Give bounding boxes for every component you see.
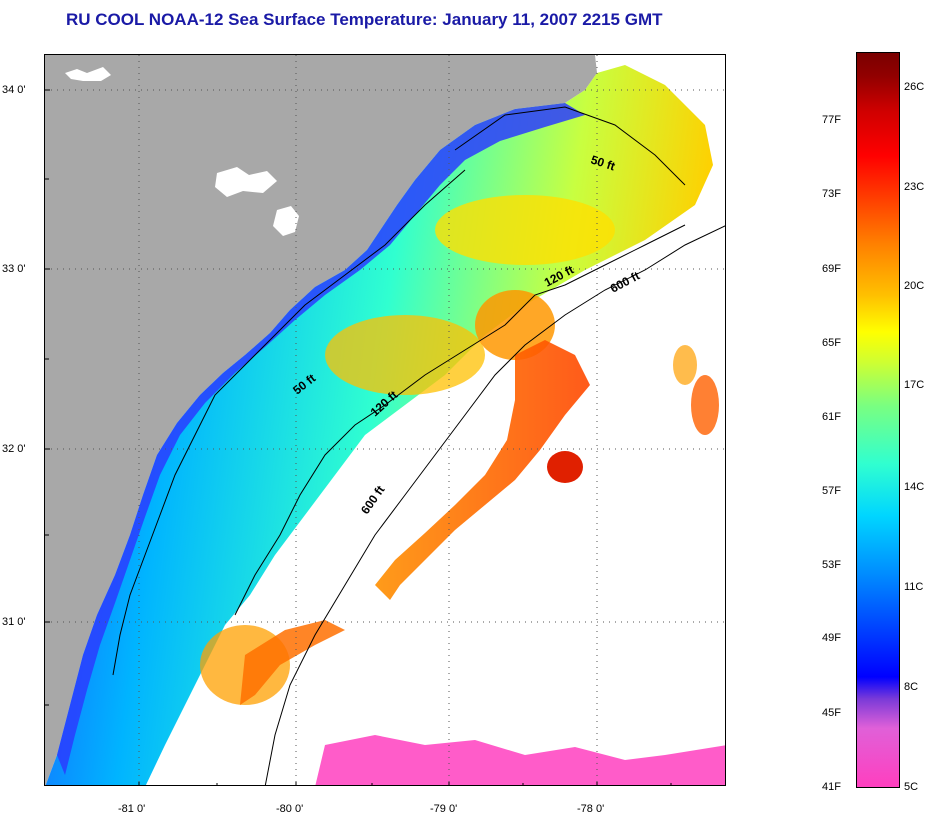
land-cloud (273, 206, 299, 236)
colorbar-c-label: 8C (904, 681, 919, 693)
warm-shelf-patch (475, 290, 555, 360)
isobaths (112, 106, 725, 785)
lat-label-34: 34 0' (2, 84, 26, 96)
isobath-600ft (264, 225, 725, 785)
colorbar-c-label: 14C (904, 481, 925, 493)
colorbar-c-label: 17C (904, 379, 925, 391)
map-title: RU COOL NOAA-12 Sea Surface Temperature:… (66, 10, 663, 29)
sst-map: 50 ft 120 ft 600 ft 50 ft 120 ft 600 ft (44, 54, 726, 786)
colorbar-c-label: 23C (904, 181, 925, 193)
lon-label-80: -80 0' (276, 803, 304, 815)
colorbar-f-label: 77F (822, 114, 841, 126)
colorbar-c-label: 20C (904, 280, 925, 292)
isobath-label: 600 ft (608, 269, 642, 296)
gulf-stream-filament (375, 340, 590, 600)
graticule (45, 55, 725, 785)
colorbar-f-label: 53F (822, 559, 841, 571)
lon-label-78: -78 0' (577, 803, 605, 815)
cold-speckle-south (315, 735, 725, 785)
cold-speckle (691, 375, 719, 435)
colorbar-f-label: 65F (822, 337, 841, 349)
colorbar-f-label: 69F (822, 263, 841, 275)
warm-core (547, 451, 583, 483)
lon-label-81: -81 0' (118, 803, 146, 815)
warm-filament-south (240, 620, 345, 705)
colorbar-f-label: 73F (822, 188, 841, 200)
colorbar-f-label: 45F (822, 707, 841, 719)
isobath-label: 600 ft (358, 483, 387, 517)
colorbar-f-label: 49F (822, 632, 841, 644)
land-cloud (65, 67, 111, 81)
colorbar-c-label: 5C (904, 781, 919, 793)
warm-shelf-patch (435, 195, 615, 265)
isobath-50ft (112, 106, 686, 676)
land-cloud (215, 167, 277, 197)
colorbar-c-label: 11C (904, 581, 924, 593)
axis-ticks (45, 89, 672, 785)
lat-label-31: 31 0' (2, 616, 26, 628)
isobath-120ft (234, 224, 686, 616)
colorbar-c-label: 26C (904, 81, 925, 93)
lon-label-79: -79 0' (430, 803, 458, 815)
colorbar-f-label: 41F (822, 781, 841, 793)
lat-label-32: 32 0' (2, 443, 26, 455)
warm-shelf-patch (325, 315, 485, 395)
lat-label-33: 33 0' (2, 263, 26, 275)
temperature-colorbar (856, 52, 900, 788)
sst-map-svg: 50 ft 120 ft 600 ft 50 ft 120 ft 600 ft (45, 55, 725, 785)
colorbar-f-label: 61F (822, 411, 841, 423)
land-mass (45, 55, 597, 785)
colorbar-f-label: 57F (822, 485, 841, 497)
cold-speckle (673, 345, 697, 385)
